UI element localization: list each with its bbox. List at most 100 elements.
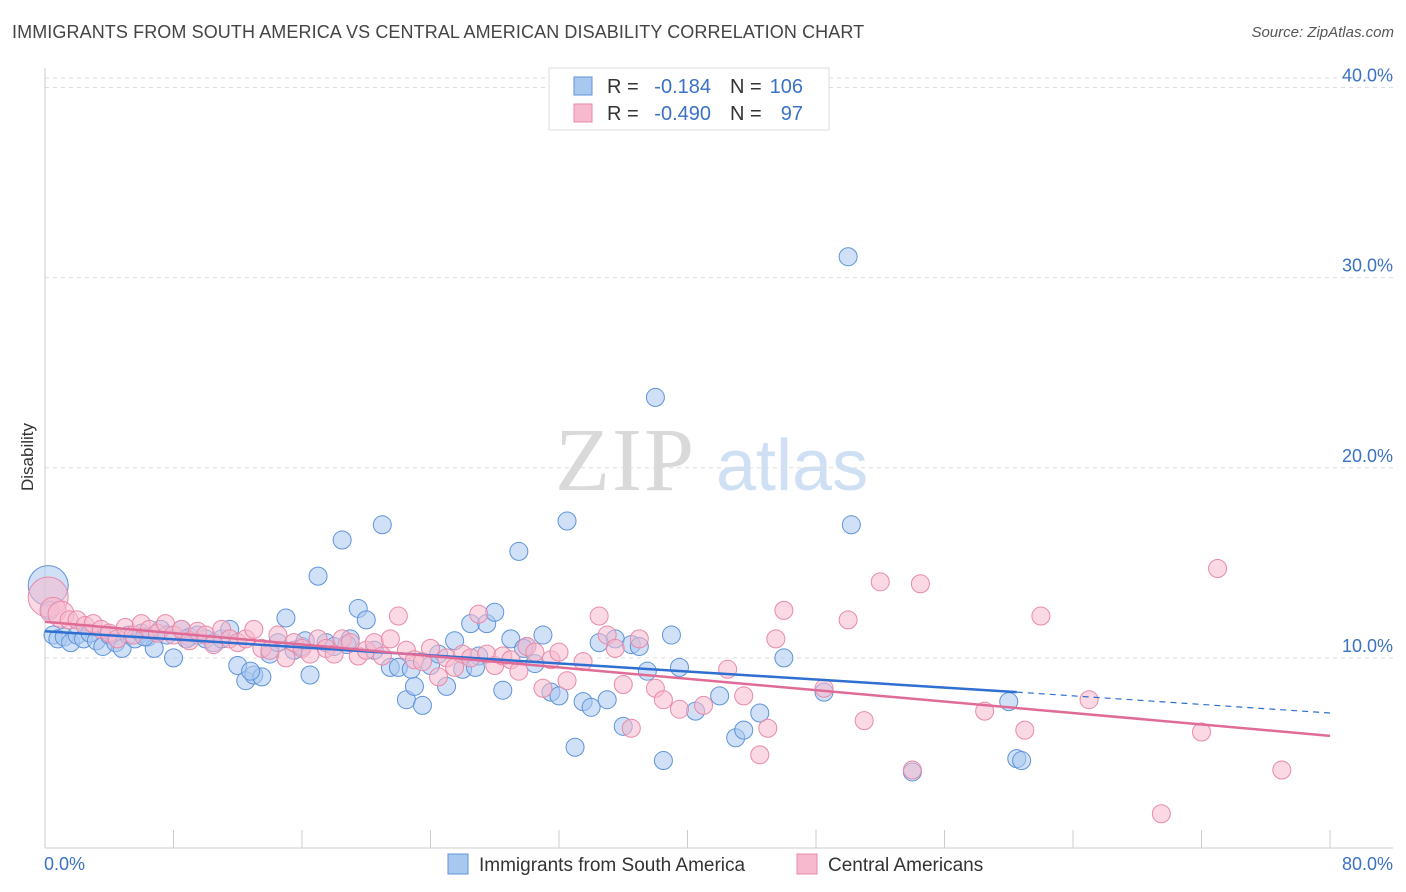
bottom-legend-swatch-blue: [447, 853, 469, 875]
trend-lines: [44, 620, 1331, 738]
legend-n-label-2: N =: [730, 103, 762, 125]
data-point-blue: [597, 690, 617, 710]
data-point-pink: [694, 695, 714, 715]
data-point-pink: [669, 699, 689, 719]
trend-line-blue: [44, 630, 1017, 694]
data-point-pink: [1079, 690, 1099, 710]
y-tick-label: 30.0%: [1342, 256, 1393, 276]
data-point-blue: [669, 657, 689, 677]
legend-r-value-2: -0.490: [654, 103, 711, 125]
watermark-zip: ZIP: [555, 411, 696, 510]
data-point-pink: [734, 686, 754, 706]
x-tick-label-max: 80.0%: [1342, 854, 1393, 874]
data-point-blue: [533, 625, 553, 645]
data-point-pink: [421, 638, 440, 658]
data-point-pink: [774, 600, 794, 620]
data-point-pink: [557, 671, 577, 691]
data-point-pink: [1015, 720, 1035, 740]
series-south-america-points: [27, 247, 1032, 782]
data-point-pink: [605, 638, 625, 658]
data-point-pink: [854, 711, 874, 731]
data-point-blue: [300, 665, 320, 685]
data-point-blue: [838, 247, 858, 267]
data-point-pink: [549, 642, 569, 662]
data-point-blue: [241, 661, 261, 681]
data-point-blue: [734, 720, 754, 740]
data-point-pink: [525, 642, 545, 662]
data-point-blue: [509, 541, 529, 561]
data-point-pink: [629, 629, 649, 649]
watermark-atlas: atlas: [716, 426, 868, 506]
grid-lines: [45, 77, 1393, 659]
data-point-pink: [268, 625, 288, 645]
bottom-legend-label-blue: Immigrants from South America: [479, 855, 746, 876]
data-point-pink: [838, 610, 858, 630]
trend-line-pink: [44, 620, 1331, 738]
legend-r-label-2: R =: [607, 103, 639, 125]
data-point-blue: [750, 703, 770, 723]
data-point-pink: [613, 674, 633, 694]
legend-r-label-1: R =: [607, 76, 639, 98]
data-point-pink: [750, 745, 770, 765]
chart-source: Source: ZipAtlas.com: [1251, 24, 1394, 41]
data-point-blue: [557, 511, 577, 531]
bottom-legend-label-pink: Central Americans: [828, 855, 983, 876]
y-tick-label: 40.0%: [1342, 66, 1393, 86]
y-axis-label: Disability: [18, 422, 37, 491]
data-point-blue: [841, 515, 861, 535]
legend-swatch-pink: [573, 103, 593, 123]
data-point-pink: [1031, 606, 1051, 626]
data-point-pink: [533, 678, 553, 698]
data-point-blue: [501, 629, 521, 649]
bottom-legend: Immigrants from South America Central Am…: [447, 853, 983, 876]
data-point-blue: [412, 695, 432, 715]
data-point-blue: [308, 566, 328, 586]
data-point-pink: [910, 574, 930, 594]
data-point-pink: [509, 661, 529, 681]
y-tick-labels: 10.0% 20.0% 30.0% 40.0%: [1342, 66, 1393, 656]
axes: [44, 68, 1393, 849]
bottom-legend-swatch-pink: [796, 853, 818, 875]
data-point-blue: [549, 686, 569, 706]
data-point-pink: [1272, 760, 1292, 780]
data-point-blue: [661, 625, 681, 645]
y-tick-label: 20.0%: [1342, 446, 1393, 466]
data-point-pink: [621, 718, 641, 738]
data-point-blue: [637, 661, 657, 681]
data-point-pink: [388, 606, 408, 626]
data-point-blue: [710, 686, 730, 706]
data-point-blue: [164, 648, 183, 668]
data-point-pink: [814, 678, 834, 698]
data-point-blue: [774, 648, 794, 668]
data-point-blue: [493, 680, 513, 700]
data-point-blue: [565, 737, 585, 757]
data-point-pink: [429, 667, 449, 687]
data-point-pink: [1208, 559, 1228, 579]
data-point-blue: [653, 751, 673, 771]
series-central-americans-points: [27, 559, 1292, 824]
data-point-blue: [372, 515, 392, 535]
legend-n-label-1: N =: [730, 76, 762, 98]
data-point-pink: [380, 629, 400, 649]
data-point-pink: [766, 629, 786, 649]
data-point-blue: [581, 697, 601, 717]
data-point-blue: [276, 608, 296, 628]
data-point-blue: [1012, 751, 1032, 771]
data-point-pink: [244, 619, 264, 639]
data-point-blue: [485, 602, 505, 622]
data-point-pink: [653, 690, 673, 710]
data-point-pink: [902, 760, 922, 780]
trend-line-blue-extension: [1016, 691, 1331, 714]
data-point-pink: [1192, 722, 1211, 742]
data-point-pink: [469, 604, 489, 624]
data-point-blue: [645, 387, 665, 407]
data-point-pink: [758, 718, 778, 738]
legend-box: R = -0.184 N = 106 R = -0.490 N = 97: [548, 67, 830, 131]
x-tick-label-min: 0.0%: [44, 854, 85, 874]
data-point-pink: [1151, 804, 1171, 824]
data-point-pink: [372, 646, 392, 666]
legend-swatch-blue: [573, 76, 593, 96]
legend-r-value-1: -0.184: [654, 76, 711, 98]
y-tick-label: 10.0%: [1342, 636, 1393, 656]
